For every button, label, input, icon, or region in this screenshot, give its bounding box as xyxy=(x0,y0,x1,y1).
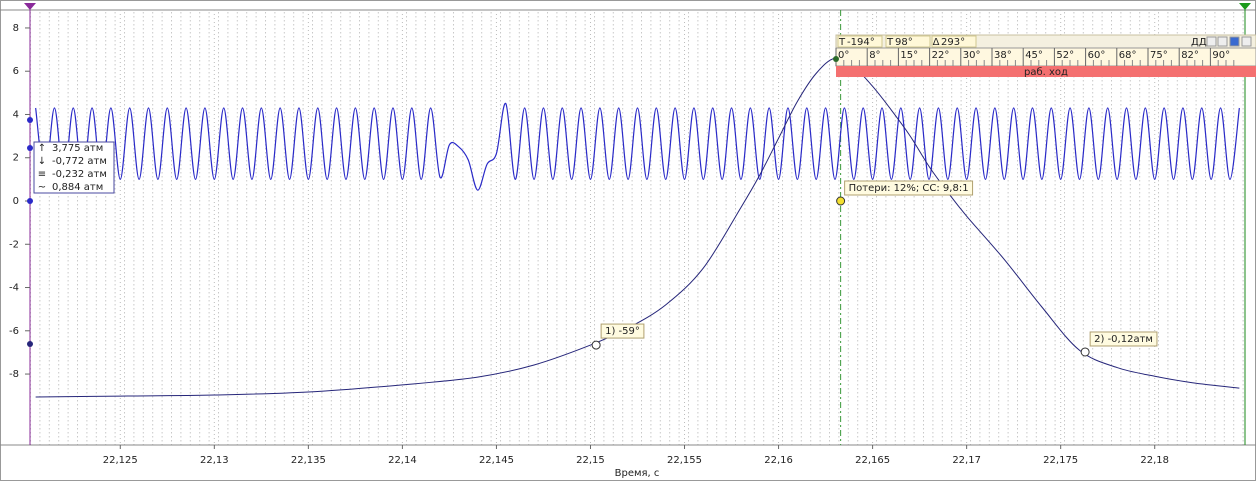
left-cursor-handle[interactable] xyxy=(24,3,36,10)
ruler-button xyxy=(1229,36,1240,47)
readout-value: -0,232 атм xyxy=(52,169,107,180)
x-tick-label: 22,135 xyxy=(291,455,326,466)
overlay: 1) -59° 2) -0,12атм Потери: 12%; СС: 9,8:1… xyxy=(27,34,1256,357)
ruler-cursor: -194° xyxy=(847,37,875,48)
ruler-cursor-box xyxy=(837,35,883,48)
channel-dot xyxy=(27,145,33,151)
minor-grid xyxy=(30,10,1245,445)
ruler-cursor: 98° xyxy=(895,37,913,48)
marker xyxy=(591,340,601,350)
ruler-cursor-box xyxy=(931,35,977,48)
ruler-cursor: 293° xyxy=(941,37,965,48)
readout-icon: ↑ xyxy=(38,143,46,154)
ruler-scale-label: 38° xyxy=(994,50,1012,61)
y-tick-label: -2 xyxy=(9,239,19,250)
marker xyxy=(836,196,846,206)
y-tick-label: -8 xyxy=(9,369,19,380)
right-cursor-handle[interactable] xyxy=(1239,3,1251,10)
ruler-scale-label: 8° xyxy=(869,50,880,61)
x-tick-label: 22,13 xyxy=(200,455,229,466)
ruler-anchor xyxy=(833,56,839,62)
ruler-scale-label: 75° xyxy=(1150,50,1168,61)
x-tick-label: 22,14 xyxy=(388,455,417,466)
x-tick-label: 22,16 xyxy=(764,455,793,466)
ruler-scale-label: 45° xyxy=(1025,50,1043,61)
readout-value: -0,772 атм xyxy=(52,156,107,167)
marker-label-box xyxy=(844,180,974,196)
plot: 8 6 4 2 0 -2 -4 -6 -8 22,125 22,13 22,135 22,14 22,14… xyxy=(9,10,1240,479)
readout-value: 0,884 атм xyxy=(52,182,103,193)
readout-box xyxy=(33,141,115,194)
readout-icon: ≡ xyxy=(38,169,46,180)
y-tick-label: 8 xyxy=(13,23,19,34)
ruler-cursor-icon: Δ xyxy=(933,37,940,48)
ruler-cursor-box xyxy=(885,35,931,48)
ruler-scale-label: 82° xyxy=(1181,50,1199,61)
marker-label-box xyxy=(1089,331,1158,347)
x-tick-label: 22,165 xyxy=(855,455,890,466)
ruler-scale-label: 30° xyxy=(963,50,981,61)
x-tick-label: 22,155 xyxy=(667,455,702,466)
x-tick-label: 22,18 xyxy=(1140,455,1169,466)
x-tick-label: 22,175 xyxy=(1043,455,1078,466)
series-line xyxy=(35,57,1240,398)
x-tick-label: 22,125 xyxy=(103,455,138,466)
marker-label: 2) -0,12атм xyxy=(1094,334,1153,345)
marker-label: 1) -59° xyxy=(605,326,640,337)
x-tick-label: 22,145 xyxy=(479,455,514,466)
marker xyxy=(1080,347,1090,357)
ruler-button xyxy=(1206,36,1217,47)
marker-label: Потери: 12%; СС: 9,8:1 xyxy=(849,183,969,194)
ruler-band-label: раб. ход xyxy=(1024,67,1068,78)
ruler-band xyxy=(836,66,1256,77)
ruler-scale-label: 68° xyxy=(1119,50,1137,61)
ruler-scale-label: 90° xyxy=(1212,50,1230,61)
ruler-scale-label: 60° xyxy=(1088,50,1106,61)
channel-dot xyxy=(27,341,33,347)
ruler-mode: ДД xyxy=(1191,37,1207,48)
ruler-scale-label: 22° xyxy=(932,50,950,61)
ruler-button xyxy=(1241,36,1252,47)
series-line xyxy=(35,103,1240,191)
x-axis-label: Время, с xyxy=(615,468,660,479)
readout-icon: ↓ xyxy=(38,156,46,167)
y-tick-label: 0 xyxy=(13,196,19,207)
y-tick-label: 6 xyxy=(13,66,19,77)
channel-dot xyxy=(27,198,33,204)
x-tick-label: 22,15 xyxy=(576,455,605,466)
ruler-scale-label: 0° xyxy=(838,50,849,61)
y-tick-label: -6 xyxy=(9,326,19,337)
ruler-scale-label: 15° xyxy=(900,50,918,61)
y-tick-label: -4 xyxy=(9,283,19,294)
ruler-cursor-icon: T xyxy=(886,37,894,48)
channel-dot xyxy=(27,117,33,123)
readout-icon: ~ xyxy=(38,182,46,193)
y-tick-label: 4 xyxy=(13,109,19,120)
marker-label-box xyxy=(600,323,645,339)
readout-value: 3,775 атм xyxy=(52,143,103,154)
ruler-button xyxy=(1217,36,1228,47)
ruler-cursor-icon: T xyxy=(838,37,846,48)
x-tick-label: 22,17 xyxy=(952,455,981,466)
ruler-scale-label: 52° xyxy=(1056,50,1074,61)
y-tick-label: 2 xyxy=(13,153,19,164)
